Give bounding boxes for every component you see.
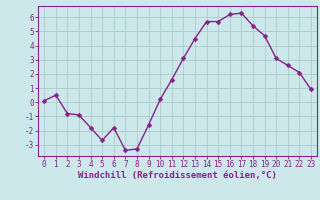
X-axis label: Windchill (Refroidissement éolien,°C): Windchill (Refroidissement éolien,°C) [78, 171, 277, 180]
